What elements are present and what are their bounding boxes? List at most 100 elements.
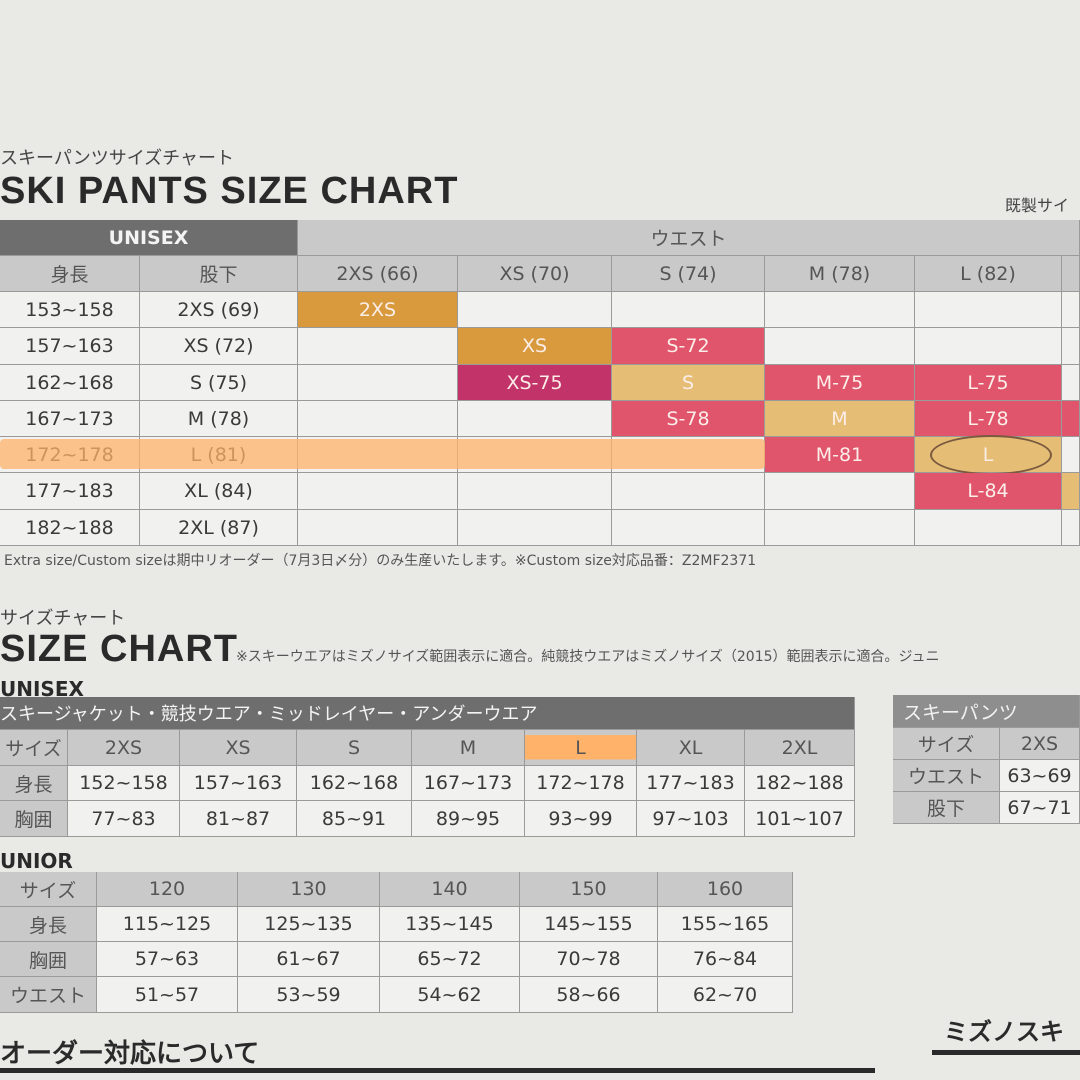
table-cell: 182~188 (745, 766, 855, 801)
size-cell (1062, 437, 1080, 473)
table-cell: 93~99 (525, 801, 637, 837)
table-cell: 155~165 (658, 907, 793, 942)
size-cell (298, 365, 458, 401)
size-cell: S (612, 365, 765, 401)
table-cell: 135~145 (380, 907, 520, 942)
table-cell: 65~72 (380, 942, 520, 977)
table-cell: 2XS (1000, 728, 1080, 760)
size-cell: M-81 (765, 437, 915, 473)
ski-pants-title: スキーパンツ (893, 695, 1080, 728)
table-cell: 81~87 (180, 801, 297, 837)
size-cell (765, 292, 915, 328)
size-header: サイズ (0, 872, 97, 907)
table-cell: 125~135 (238, 907, 380, 942)
order-heading: オーダー対応について (0, 1039, 260, 1069)
table-cell: 身長 (0, 766, 68, 801)
size-cell (1062, 510, 1080, 546)
height-cell: 157~163 (0, 328, 140, 365)
table-cell: 70~78 (520, 942, 658, 977)
size-cell (458, 473, 612, 510)
size-cell (1062, 292, 1080, 328)
size-cell (298, 328, 458, 365)
table-cell: 115~125 (97, 907, 238, 942)
inseam-cell: XS (72) (140, 328, 298, 365)
table-cell: 85~91 (297, 801, 412, 837)
size-cell (298, 510, 458, 546)
table-cell: 51~57 (97, 977, 238, 1013)
size-header: XS (180, 730, 297, 766)
inseam-cell: 2XS (69) (140, 292, 298, 328)
pants-subtitle: スキーパンツサイズチャート (0, 148, 234, 169)
column-header: L (82) (915, 256, 1062, 292)
size-header: XL (637, 730, 745, 766)
size-header: 2XL (745, 730, 855, 766)
table-cell: 57~63 (97, 942, 238, 977)
pants-title: SKI PANTS SIZE CHART (0, 170, 459, 212)
top-right-label: 既製サイ (1005, 196, 1070, 215)
table-cell: 97~103 (637, 801, 745, 837)
inseam-cell: S (75) (140, 365, 298, 401)
size-note: ※スキーウエアはミズノサイズ範囲表示に適合。純競技ウエアはミズノサイズ（2015… (236, 649, 940, 665)
size-header: 150 (520, 872, 658, 907)
table-cell: 167~173 (412, 766, 525, 801)
size-cell (612, 473, 765, 510)
size-cell (915, 292, 1062, 328)
column-header: S (74) (612, 256, 765, 292)
size-cell: 2XS (298, 292, 458, 328)
table-cell: 身長 (0, 907, 97, 942)
size-cell (1062, 365, 1080, 401)
waist-header: ウエスト (298, 220, 1080, 256)
size-cell: S-72 (612, 328, 765, 365)
table-cell: 101~107 (745, 801, 855, 837)
size-cell (1062, 401, 1080, 437)
inseam-cell: M (78) (140, 401, 298, 437)
table-cell: 145~155 (520, 907, 658, 942)
column-header (1062, 256, 1080, 292)
size-cell: S-78 (612, 401, 765, 437)
table-cell: 63~69 (1000, 760, 1080, 792)
size-cell (458, 401, 612, 437)
size-header: 140 (380, 872, 520, 907)
size-header: 160 (658, 872, 793, 907)
size-cell: L-78 (915, 401, 1062, 437)
size-cell: XS-75 (458, 365, 612, 401)
height-cell: 177~183 (0, 473, 140, 510)
height-cell: 182~188 (0, 510, 140, 546)
size-cell: L-75 (915, 365, 1062, 401)
divider (0, 1068, 875, 1073)
size-cell (458, 292, 612, 328)
size-cell (612, 292, 765, 328)
size-cell (765, 328, 915, 365)
pants-note: Extra size/Custom sizeは期中リオーダー（7月3日〆分）のみ… (4, 553, 757, 569)
table-cell: 胸囲 (0, 801, 68, 837)
table-cell: 61~67 (238, 942, 380, 977)
size-cell (1062, 473, 1080, 510)
table-cell: 152~158 (68, 766, 180, 801)
size-header: L (525, 730, 637, 766)
table-cell: 67~71 (1000, 792, 1080, 824)
mizuno-heading: ミズノスキ (944, 1018, 1064, 1046)
size-cell (298, 473, 458, 510)
table-cell: 62~70 (658, 977, 793, 1013)
height-cell: 167~173 (0, 401, 140, 437)
size-cell: M-75 (765, 365, 915, 401)
table-cell: 54~62 (380, 977, 520, 1013)
table-cell: ウエスト (893, 760, 1000, 792)
column-header: M (78) (765, 256, 915, 292)
size-cell (765, 473, 915, 510)
divider (932, 1050, 1080, 1055)
size-cell (765, 510, 915, 546)
size-cell: XS (458, 328, 612, 365)
size-cell (915, 510, 1062, 546)
size-cell: M (765, 401, 915, 437)
column-header: 身長 (0, 256, 140, 292)
table-cell: 177~183 (637, 766, 745, 801)
column-header: 股下 (140, 256, 298, 292)
table-cell: 89~95 (412, 801, 525, 837)
table-cell: 162~168 (297, 766, 412, 801)
size-cell (612, 510, 765, 546)
circle-mark (930, 435, 1052, 475)
highlighter-mark (0, 439, 765, 469)
height-cell: 153~158 (0, 292, 140, 328)
size-header: M (412, 730, 525, 766)
